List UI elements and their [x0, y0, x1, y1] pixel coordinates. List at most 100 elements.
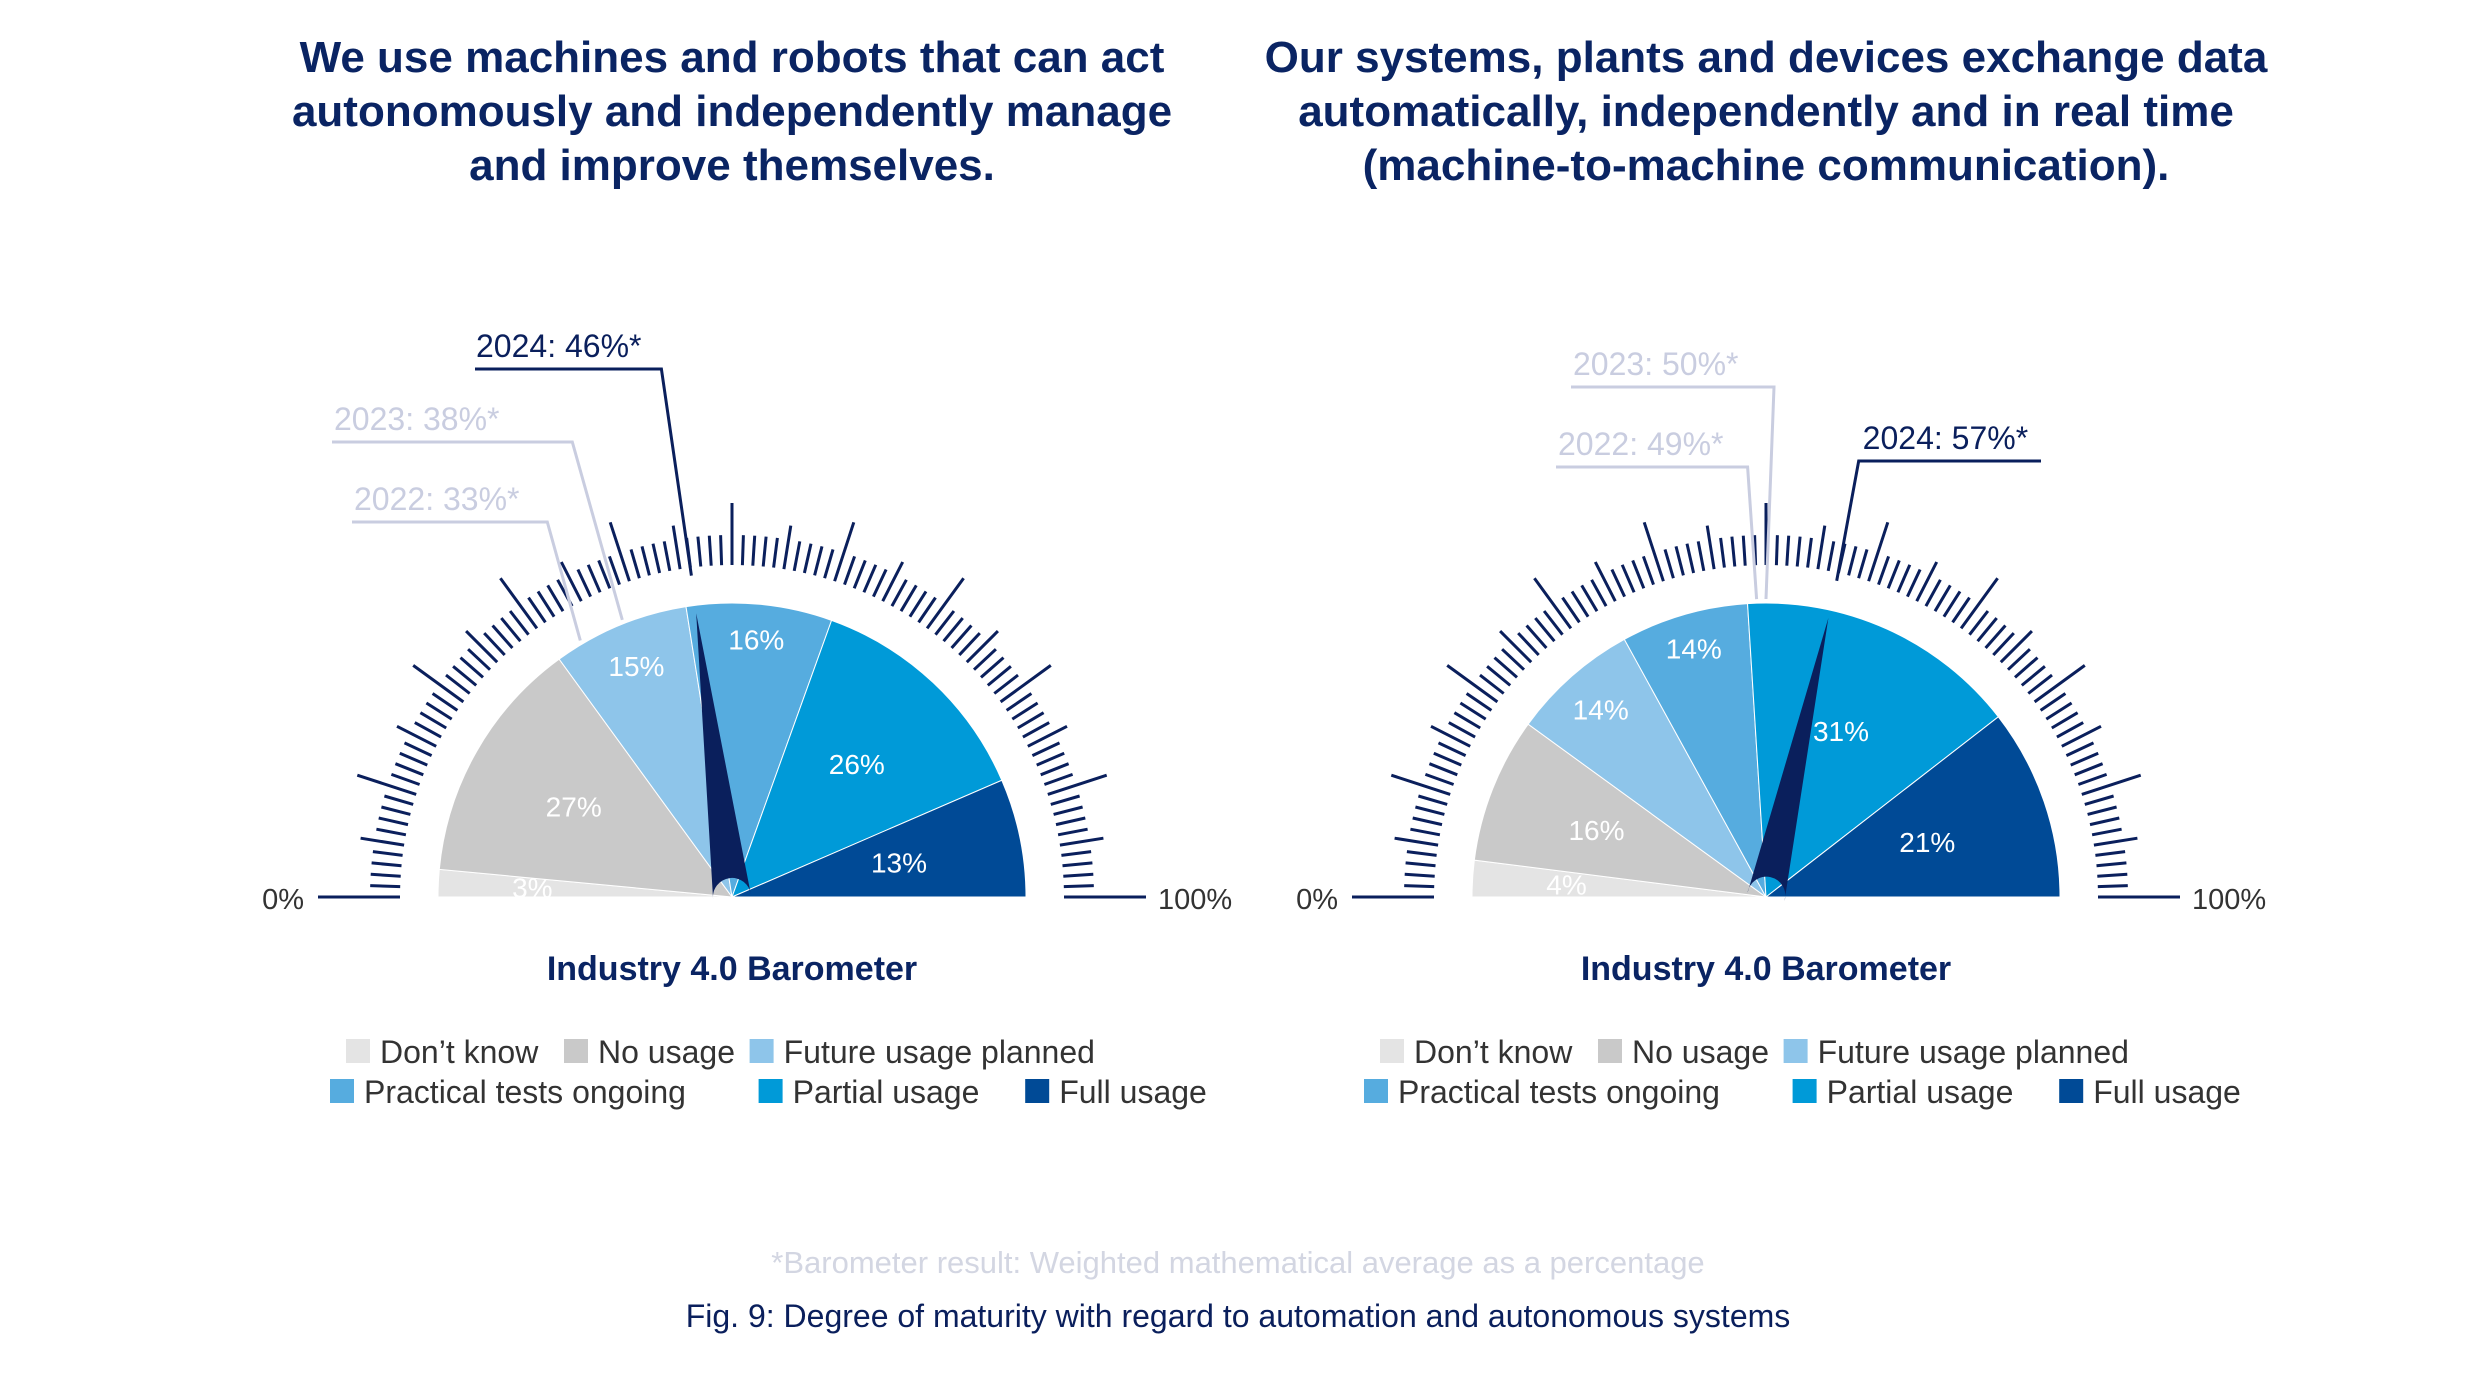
- scale-tick: [483, 632, 506, 657]
- scale-tick: [1525, 624, 1548, 649]
- scale-tick: [772, 537, 779, 568]
- scale-tick: [1806, 537, 1813, 568]
- barometer-leader: [1835, 459, 2041, 582]
- scale-tick: [740, 535, 745, 566]
- gauge-segment: [1473, 723, 1767, 898]
- previous-year-leader: [1571, 385, 1776, 600]
- legend-label: Full usage: [2093, 1074, 2241, 1110]
- scale-tick: [1459, 701, 1487, 721]
- barometer-needle: [1747, 617, 1829, 902]
- scale-tick: [597, 559, 612, 589]
- scale-tick: [403, 741, 433, 757]
- previous-year-label: 2022: 49%*: [1558, 426, 1723, 462]
- scale-tick: [2027, 673, 2053, 695]
- scale-tick: [2081, 773, 2142, 796]
- scale-tick: [1390, 773, 1451, 796]
- gauge-segment: [1527, 638, 1767, 898]
- scale-tick: [1011, 701, 1039, 721]
- scale-tick: [719, 535, 724, 566]
- scale-tick: [586, 564, 602, 593]
- scale-tick: [1479, 673, 1505, 695]
- gauge-chart-left: We use machines and robots that can act a…: [262, 33, 1232, 1110]
- segment-value-label: 31%: [1813, 716, 1869, 747]
- scale-tick: [371, 861, 402, 868]
- segment-value-label: 14%: [1666, 634, 1722, 665]
- scale-tick: [792, 541, 802, 572]
- scale-tick: [1394, 836, 1439, 847]
- scale-tick: [1412, 816, 1443, 827]
- legend-item: No usage: [564, 1034, 735, 1070]
- scale-tick: [1063, 872, 1094, 878]
- scale-tick: [378, 816, 409, 827]
- gauge-segment: [731, 779, 1027, 898]
- gauge-segment: [1747, 602, 2000, 898]
- previous-year-label: 2023: 38%*: [334, 401, 499, 437]
- scale-tick: [2014, 656, 2039, 679]
- scale-tick: [1050, 794, 1081, 806]
- scale-tick: [823, 548, 835, 579]
- legend-item: Full usage: [1025, 1074, 1207, 1110]
- scale-tick: [925, 577, 965, 630]
- scale-tick: [1005, 692, 1033, 712]
- legend-swatch: [1792, 1079, 1817, 1103]
- scale-tick: [1404, 884, 1435, 889]
- scale-tick: [1785, 535, 1791, 566]
- barometer-label: 2024: 46%*: [476, 328, 641, 364]
- scale-tick: [908, 590, 928, 618]
- scale-tick: [1580, 584, 1599, 612]
- gauge-scale-ticks: [338, 503, 1126, 899]
- legend-swatch: [1025, 1079, 1050, 1103]
- scale-tick: [372, 850, 403, 857]
- scale-tick: [1036, 751, 1065, 767]
- previous-year-leader: [332, 440, 624, 621]
- scale-tick: [1017, 711, 1045, 730]
- scale-tick: [1031, 741, 1061, 757]
- scale-tick: [2051, 711, 2079, 730]
- scale-tick: [394, 762, 424, 777]
- scale-tick: [370, 872, 401, 878]
- scale-tick: [1906, 568, 1922, 598]
- scale-tick: [459, 656, 484, 679]
- scale-tick: [917, 596, 937, 624]
- scale-tick: [425, 701, 453, 721]
- legend-item: Practical tests ongoing: [1364, 1074, 1720, 1110]
- legend-item: No usage: [1598, 1034, 1769, 1070]
- scale-tick: [431, 692, 459, 712]
- scale-tick: [412, 664, 465, 704]
- barometer-label: 2024: 57%*: [1863, 420, 2028, 456]
- scale-tick: [1570, 590, 1590, 618]
- scale-tick: [607, 555, 621, 586]
- legend-swatch: [564, 1039, 588, 1063]
- footnote: *Barometer result: Weighted mathematical…: [771, 1245, 1704, 1280]
- scale-tick: [1976, 617, 1998, 643]
- segment-value-label: 26%: [829, 749, 885, 780]
- scale-tick: [1867, 521, 1890, 582]
- scale-tick: [2074, 762, 2104, 777]
- scale-tick: [1047, 773, 1108, 796]
- gauge-chart-right: Our systems, plants and devices exchange…: [1265, 33, 2268, 1110]
- legend-swatch: [1783, 1039, 1808, 1063]
- scale-tick: [1534, 617, 1556, 643]
- chart-title-line: automatically, independently and in real…: [1298, 87, 2234, 136]
- scale-tick: [1642, 521, 1665, 582]
- previous-year-leader: [352, 520, 582, 641]
- chart-title-line: Our systems, plants and devices exchange…: [1265, 33, 2268, 82]
- scale-tick: [1915, 561, 1939, 602]
- scale-tick: [813, 546, 824, 576]
- scale-tick: [2077, 772, 2108, 786]
- segment-value-label: 16%: [728, 624, 784, 655]
- scale-tick: [445, 673, 471, 695]
- scale-tick: [833, 521, 856, 582]
- scale-tick: [1517, 632, 1540, 657]
- scale-tick: [465, 630, 499, 664]
- legend-swatch: [1380, 1039, 1404, 1063]
- scale-tick: [2006, 648, 2031, 671]
- scale-tick: [1062, 861, 1093, 868]
- scale-tick: [1992, 632, 2015, 657]
- scale-tick: [1437, 741, 1467, 757]
- axis-max-label: 100%: [1158, 884, 1232, 916]
- legend-label: Don’t know: [380, 1034, 539, 1070]
- previous-year-leader: [1556, 465, 1759, 600]
- scale-tick: [2070, 751, 2099, 767]
